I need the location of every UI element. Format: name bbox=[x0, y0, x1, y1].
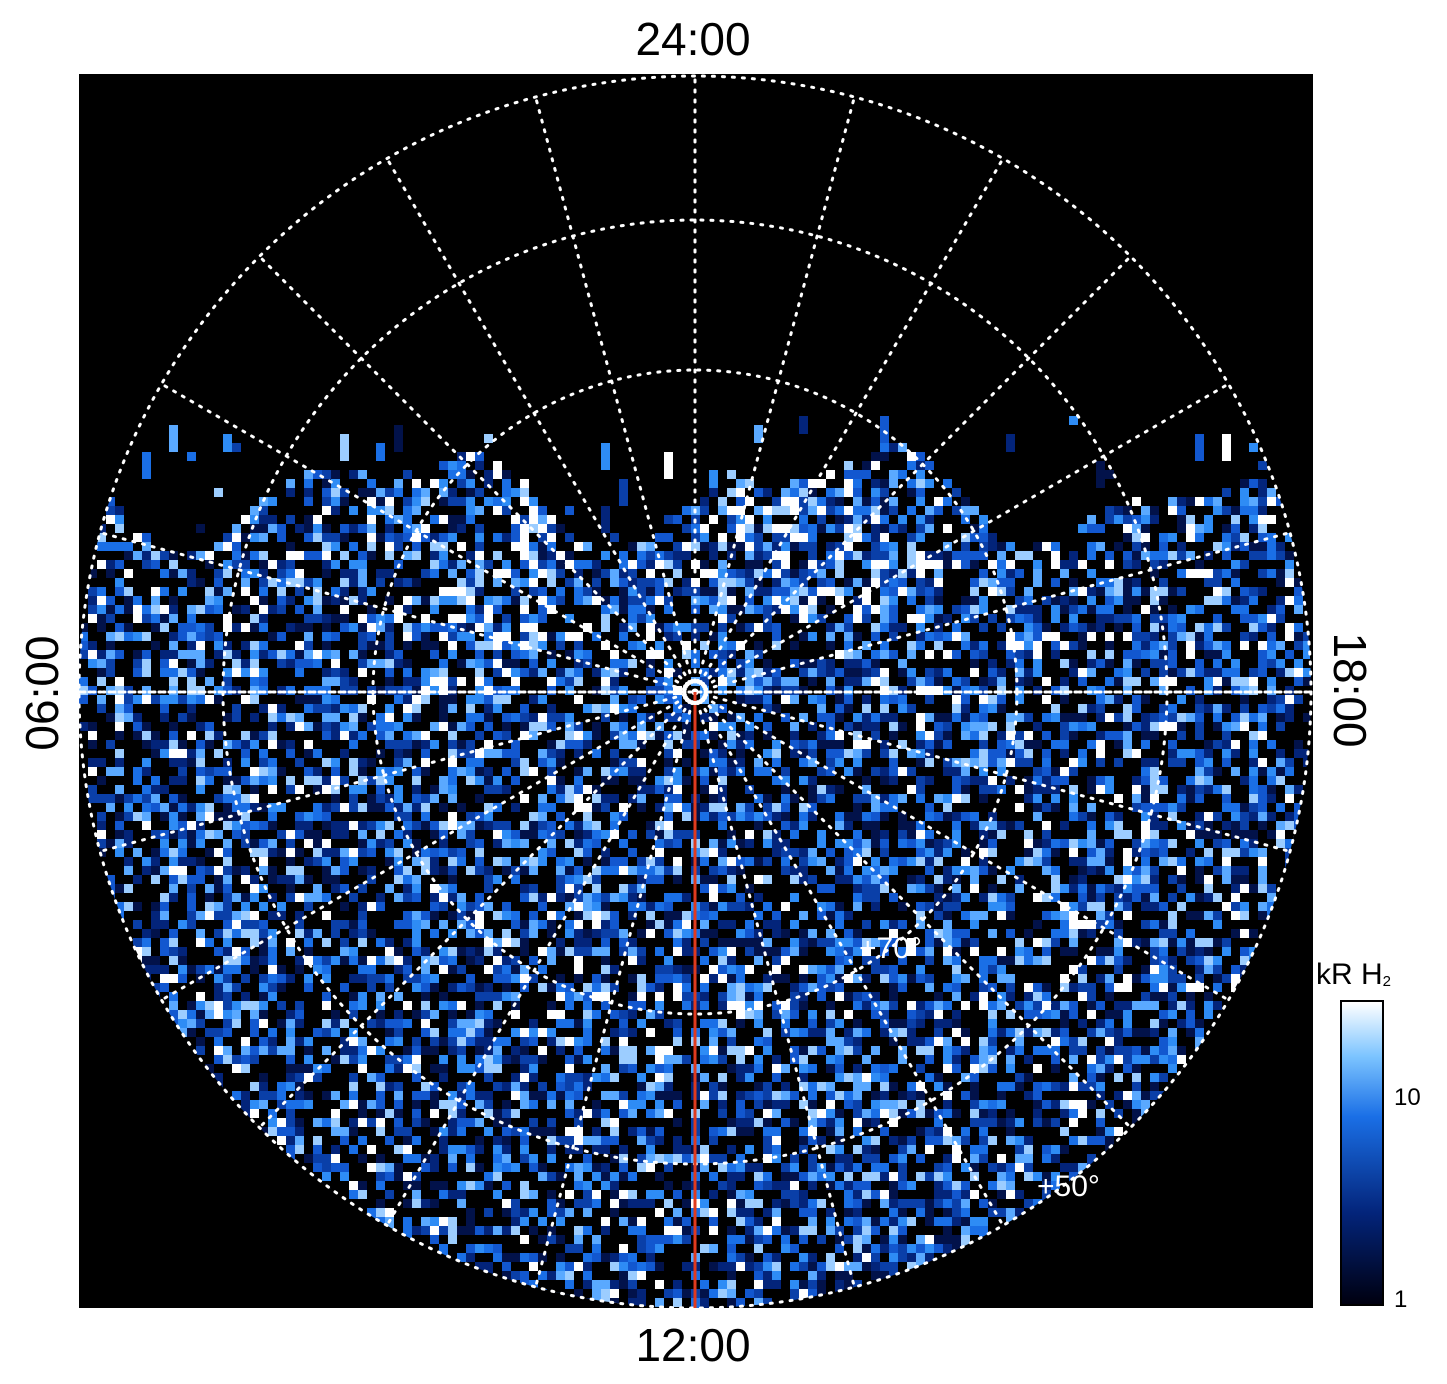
meridian-gridline bbox=[693, 382, 1230, 694]
meridian-gridline bbox=[385, 157, 697, 694]
latitude-label-50: +50° bbox=[1037, 1170, 1100, 1203]
meridian-gridline bbox=[693, 95, 856, 694]
colorbar bbox=[1340, 1000, 1384, 1306]
colorbar-tick-10: 10 bbox=[1394, 1084, 1421, 1111]
meridian-gridline bbox=[98, 531, 697, 694]
meridian-gridline bbox=[534, 95, 697, 694]
local-time-06-label: 06:00 bbox=[16, 635, 68, 751]
colorbar-tick-1: 1 bbox=[1394, 1286, 1408, 1313]
meridian-gridline bbox=[693, 690, 1005, 1227]
local-time-24-label: 24:00 bbox=[635, 13, 751, 65]
meridian-gridline bbox=[693, 690, 856, 1289]
meridian-gridline bbox=[693, 690, 1133, 1130]
meridian-gridline bbox=[257, 690, 697, 1130]
colorbar-title: kR H2 bbox=[1316, 958, 1391, 992]
meridian-gridline bbox=[98, 690, 697, 853]
meridian-gridline bbox=[385, 690, 697, 1227]
latitude-longitude-grid bbox=[79, 74, 1313, 1308]
colorbar-title-text: kR H bbox=[1316, 958, 1383, 991]
meridian-gridline bbox=[693, 690, 1292, 853]
pole-marker bbox=[682, 679, 708, 705]
polar-projection-plot: +70° +50° bbox=[79, 74, 1313, 1308]
meridian-gridline bbox=[257, 254, 697, 694]
latitude-label-70: +70° bbox=[859, 932, 922, 965]
aurora-emission-map bbox=[79, 416, 1311, 1308]
meridian-gridline bbox=[693, 531, 1292, 694]
meridian-gridline bbox=[534, 690, 697, 1289]
local-time-18-label: 18:00 bbox=[1324, 632, 1376, 748]
meridian-gridline bbox=[693, 157, 1005, 694]
local-time-12-label: 12:00 bbox=[635, 1319, 751, 1371]
polar-projection-svg: +70° +50° bbox=[79, 74, 1313, 1308]
meridian-gridline bbox=[160, 382, 697, 694]
meridian-gridline bbox=[693, 254, 1133, 694]
meridian-gridline bbox=[160, 690, 697, 1002]
colorbar-title-subscript: 2 bbox=[1382, 973, 1392, 990]
meridian-gridline bbox=[693, 690, 1230, 1002]
